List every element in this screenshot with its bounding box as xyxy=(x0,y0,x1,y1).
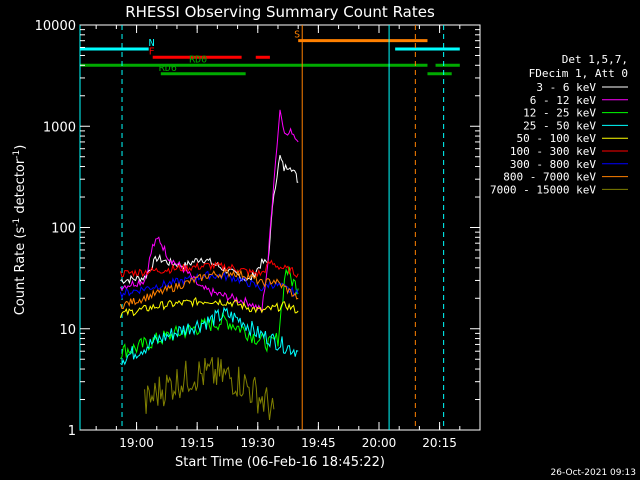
legend-label-2: 12 - 25 keV xyxy=(523,107,596,120)
chart-title: RHESSI Observing Summary Count Rates xyxy=(125,3,435,21)
flag-label-S: S xyxy=(294,30,300,41)
y-tick-label-3: 1000 xyxy=(43,120,76,135)
series-line-25-50-kev xyxy=(120,306,299,366)
x-tick-label-0: 19:00 xyxy=(119,436,154,450)
y-axis-label: Count Rate (s-1 detector-1) xyxy=(12,145,28,316)
legend-label-0: 3 - 6 keV xyxy=(536,81,596,94)
series-line-300-800-kev xyxy=(119,270,299,300)
y-tick-label-2: 100 xyxy=(51,222,76,237)
y-axis-label-sup1: -1 xyxy=(12,218,22,227)
flag-label-F: F xyxy=(149,46,155,57)
series-line-100-300-kev xyxy=(119,259,299,278)
flag-label-RD6: RD6 xyxy=(159,63,177,74)
legend-header-2: FDecim 1, Att 0 xyxy=(529,67,628,80)
legend-header-1: Det 1,5,7, xyxy=(562,53,628,66)
y-axis-label-part2: detector xyxy=(13,158,28,218)
legend-label-4: 50 - 100 keV xyxy=(517,132,597,145)
series-line-800-7000-kev xyxy=(119,268,299,310)
x-axis-label: Start Time (06-Feb-16 18:45:22) xyxy=(175,455,385,470)
flag-bars: N S F RD0 RD6 xyxy=(80,30,460,76)
flag-label-N: N xyxy=(149,38,155,49)
series-line-50-100-kev xyxy=(119,296,299,318)
legend-label-1: 6 - 12 keV xyxy=(530,94,597,107)
y-tick-label-1: 10 xyxy=(59,323,76,338)
y-tick-label-4: 10000 xyxy=(35,19,76,34)
series-line-12-25-kev xyxy=(120,266,299,360)
x-tick-label-3: 19:45 xyxy=(301,436,336,450)
legend-label-6: 300 - 800 keV xyxy=(510,158,596,171)
legend-label-3: 25 - 50 keV xyxy=(523,119,596,132)
legend-label-8: 7000 - 15000 keV xyxy=(490,183,596,196)
x-tick-label-1: 19:15 xyxy=(180,436,215,450)
series-lines xyxy=(119,109,299,420)
series-line-7000-15000-kev xyxy=(144,356,275,420)
y-axis-label-sup2: -1 xyxy=(12,150,22,159)
x-tick-label-4: 20:00 xyxy=(362,436,397,450)
y-axis-label-part1: Count Rate (s xyxy=(13,227,28,316)
series-line-6-12-kev xyxy=(119,109,299,314)
flag-label-RD0: RD0 xyxy=(189,54,207,65)
y-tick-label-0: 1 xyxy=(68,424,76,439)
timestamp: 26-Oct-2021 09:13 xyxy=(551,468,636,478)
x-tick-label-5: 20:15 xyxy=(422,436,457,450)
x-tick-label-2: 19:30 xyxy=(240,436,275,450)
legend-label-5: 100 - 300 keV xyxy=(510,145,596,158)
y-axis-label-part3: ) xyxy=(13,145,28,150)
legend-label-7: 800 - 7000 keV xyxy=(503,171,596,184)
axis-ticks: 19:00 19:15 19:30 19:45 20:00 20:15 1 10 100 1000… xyxy=(35,19,480,450)
